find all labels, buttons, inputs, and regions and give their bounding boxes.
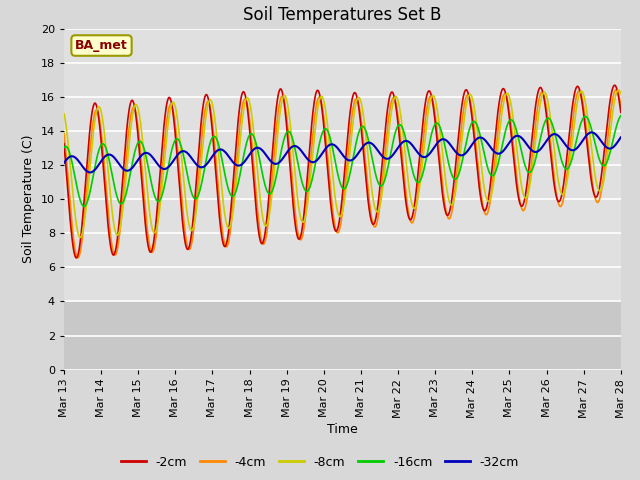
Line: -16cm: -16cm: [64, 116, 621, 206]
-4cm: [74, 255, 82, 261]
Line: -2cm: -2cm: [64, 85, 621, 258]
-4cm: [617, 103, 625, 108]
-2cm: [428, 96, 436, 102]
-2cm: [568, 109, 575, 115]
-16cm: [279, 141, 287, 146]
-32cm: [184, 150, 191, 156]
-32cm: [86, 169, 94, 175]
-16cm: [80, 204, 88, 209]
-32cm: [292, 144, 300, 149]
-2cm: [60, 141, 68, 147]
-8cm: [520, 192, 527, 198]
-16cm: [60, 144, 68, 150]
-32cm: [568, 147, 575, 153]
-2cm: [292, 229, 300, 235]
-32cm: [588, 130, 595, 135]
-8cm: [292, 185, 300, 191]
-16cm: [520, 158, 527, 164]
-4cm: [60, 131, 68, 137]
-4cm: [520, 207, 527, 213]
-32cm: [617, 134, 625, 140]
Title: Soil Temperatures Set B: Soil Temperatures Set B: [243, 6, 442, 24]
-2cm: [72, 255, 80, 261]
-4cm: [184, 243, 191, 249]
-4cm: [568, 127, 575, 133]
-8cm: [614, 87, 622, 93]
Line: -32cm: -32cm: [64, 132, 621, 172]
-32cm: [520, 137, 527, 143]
-32cm: [428, 147, 436, 153]
-4cm: [612, 87, 620, 93]
-8cm: [568, 143, 575, 149]
-16cm: [184, 172, 191, 178]
-2cm: [617, 109, 625, 115]
-16cm: [617, 113, 625, 119]
-4cm: [428, 96, 436, 101]
-4cm: [279, 94, 287, 100]
-4cm: [292, 220, 300, 226]
-2cm: [279, 92, 287, 97]
-8cm: [279, 95, 287, 101]
-8cm: [60, 111, 68, 117]
Y-axis label: Soil Temperature (C): Soil Temperature (C): [22, 135, 35, 264]
-16cm: [292, 153, 300, 158]
Line: -8cm: -8cm: [64, 90, 621, 238]
-32cm: [279, 156, 287, 161]
Legend: -2cm, -4cm, -8cm, -16cm, -32cm: -2cm, -4cm, -8cm, -16cm, -32cm: [116, 451, 524, 474]
-16cm: [428, 129, 436, 134]
-2cm: [520, 200, 527, 206]
Text: BA_met: BA_met: [75, 39, 128, 52]
Bar: [64, 301, 621, 370]
Line: -4cm: -4cm: [64, 90, 621, 258]
-32cm: [60, 160, 68, 166]
-16cm: [568, 157, 575, 163]
-8cm: [617, 91, 625, 96]
-2cm: [184, 246, 191, 252]
-8cm: [76, 235, 84, 240]
-8cm: [184, 212, 191, 217]
-8cm: [428, 93, 436, 99]
X-axis label: Time: Time: [327, 423, 358, 436]
-2cm: [611, 83, 618, 88]
